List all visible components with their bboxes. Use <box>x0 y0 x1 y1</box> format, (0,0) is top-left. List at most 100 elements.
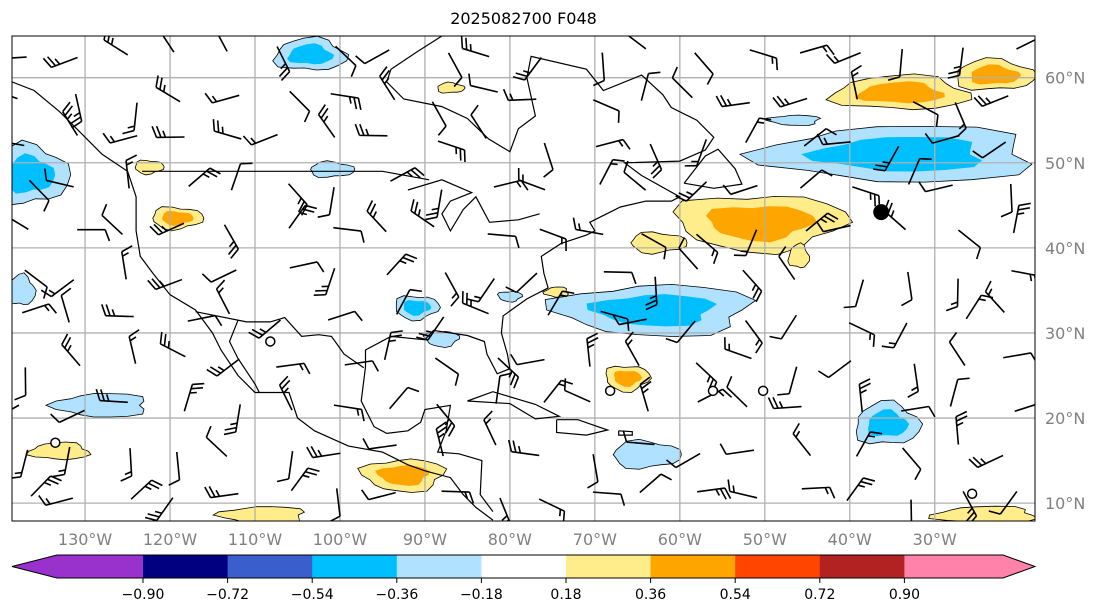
wind-barb <box>466 278 495 303</box>
wind-barb <box>223 224 240 259</box>
wind-barbs <box>12 36 1035 521</box>
wind-barb <box>313 267 336 297</box>
wind-barb <box>1011 269 1035 283</box>
wind-barb <box>722 184 758 196</box>
wind-barb <box>276 451 294 483</box>
wind-barb <box>593 52 606 87</box>
coastline <box>364 36 715 375</box>
wind-barb <box>362 438 397 450</box>
wind-barb <box>183 382 205 412</box>
wind-barb <box>366 200 387 233</box>
wind-barb <box>431 101 447 136</box>
anomaly-region <box>787 242 811 269</box>
anomaly-region <box>605 365 652 393</box>
wind-barb <box>327 310 363 322</box>
lat-tick-label: 10°N <box>1045 494 1085 513</box>
wind-barb <box>671 66 693 99</box>
wind-barb <box>103 36 129 56</box>
lon-tick-label: 30°W <box>913 530 957 549</box>
anomaly-region <box>25 441 92 461</box>
wind-barb <box>744 320 763 354</box>
colorbar-segment <box>481 555 567 578</box>
wind-barb <box>204 486 239 499</box>
coastline <box>142 170 430 181</box>
anomaly-contours <box>12 36 1035 521</box>
wind-barb <box>592 491 626 506</box>
wind-barb <box>767 396 802 410</box>
wind-barb <box>289 90 311 123</box>
wind-barb <box>499 497 511 521</box>
wind-barb <box>694 52 714 85</box>
contour-fill <box>375 465 431 486</box>
colorbar-segment <box>650 555 736 578</box>
wind-barb <box>881 322 908 349</box>
colorbar-tick-label: −0.90 <box>122 587 165 603</box>
wind-barb <box>386 253 418 276</box>
wind-barb <box>289 261 325 273</box>
wind-barb <box>749 49 779 71</box>
anomaly-region <box>357 458 448 493</box>
wind-barb <box>187 314 223 327</box>
wind-barb <box>121 245 133 280</box>
contour-fill <box>928 505 1035 521</box>
coastline <box>195 311 365 369</box>
anomaly-region <box>612 438 682 470</box>
wind-barb <box>122 102 138 135</box>
anomaly-region <box>12 272 37 305</box>
wind-barb <box>912 101 939 127</box>
wind-barb <box>61 333 81 367</box>
wind-barb <box>695 233 719 265</box>
wind-barb <box>907 363 920 398</box>
wind-barb <box>483 410 497 446</box>
wind-barb <box>22 303 58 314</box>
wind-barb <box>101 304 134 318</box>
wind-barb <box>212 119 242 140</box>
lon-tick-label: 70°W <box>573 530 617 549</box>
wind-barb <box>14 367 27 401</box>
colorbar-segment <box>396 555 482 578</box>
wind-barb <box>329 488 341 521</box>
wind-barb <box>38 495 74 507</box>
wind-barb <box>901 405 936 418</box>
wind-barb <box>354 123 388 137</box>
wind-barb <box>599 158 625 185</box>
wind-barb <box>745 117 772 144</box>
wind-barb <box>742 269 763 303</box>
wind-barb <box>1014 403 1035 413</box>
wind-barb <box>447 52 463 88</box>
anomaly-region <box>855 399 924 445</box>
wind-barb <box>147 278 183 291</box>
colorbar-tick-label: 0.18 <box>550 587 581 603</box>
wind-barb <box>727 479 758 499</box>
wind-barb <box>470 104 487 139</box>
wind-barb <box>495 372 512 404</box>
wind-barb <box>973 95 1009 108</box>
wind-barb <box>684 139 708 167</box>
wind-barb <box>623 160 647 191</box>
contour-fill <box>437 81 466 94</box>
wind-barb <box>360 489 396 501</box>
wind-barb <box>586 332 599 367</box>
calm-circle-marker <box>265 336 276 347</box>
wind-barb <box>887 48 904 81</box>
colorbar-tick-label: 0.54 <box>720 587 751 603</box>
wind-barb <box>772 95 808 108</box>
contour-fill <box>706 206 818 243</box>
wind-barb <box>724 337 752 360</box>
wind-barb <box>595 138 631 150</box>
anomaly-region <box>765 114 822 126</box>
wind-barb <box>390 167 425 182</box>
wind-barb <box>924 133 960 144</box>
wind-barb <box>12 142 25 147</box>
wind-barb <box>777 366 798 396</box>
colorbar-segment <box>819 555 905 578</box>
coastline <box>618 430 633 436</box>
wind-barb <box>947 47 964 79</box>
wind-barb <box>816 221 851 233</box>
wind-barb <box>278 375 293 411</box>
wind-barb <box>901 271 913 307</box>
wind-barb <box>675 181 708 202</box>
wind-barb <box>50 409 85 424</box>
wind-barb <box>435 421 448 457</box>
wind-barb <box>965 294 994 320</box>
